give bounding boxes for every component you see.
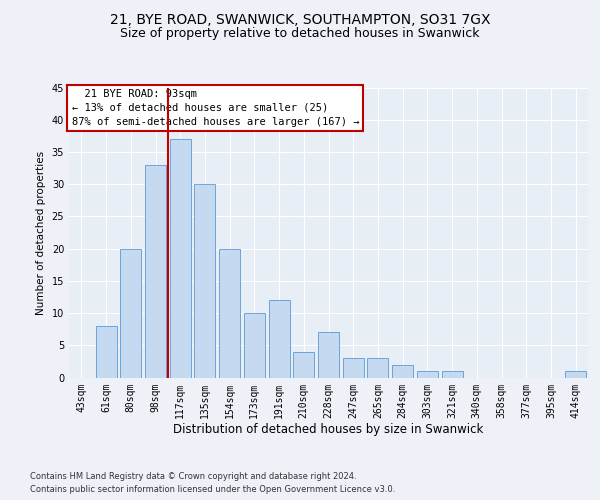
Bar xyxy=(293,352,314,378)
Bar xyxy=(565,371,586,378)
Bar xyxy=(269,300,290,378)
Text: 21 BYE ROAD: 93sqm  
← 13% of detached houses are smaller (25)
87% of semi-detac: 21 BYE ROAD: 93sqm ← 13% of detached hou… xyxy=(71,89,359,127)
Bar xyxy=(219,248,240,378)
X-axis label: Distribution of detached houses by size in Swanwick: Distribution of detached houses by size … xyxy=(173,423,484,436)
Text: Contains public sector information licensed under the Open Government Licence v3: Contains public sector information licen… xyxy=(30,485,395,494)
Text: 21, BYE ROAD, SWANWICK, SOUTHAMPTON, SO31 7GX: 21, BYE ROAD, SWANWICK, SOUTHAMPTON, SO3… xyxy=(110,12,490,26)
Bar xyxy=(170,139,191,378)
Bar xyxy=(194,184,215,378)
Y-axis label: Number of detached properties: Number of detached properties xyxy=(36,150,46,314)
Bar xyxy=(95,326,116,378)
Bar xyxy=(145,165,166,378)
Bar xyxy=(120,248,141,378)
Text: Size of property relative to detached houses in Swanwick: Size of property relative to detached ho… xyxy=(120,28,480,40)
Bar xyxy=(442,371,463,378)
Bar xyxy=(244,313,265,378)
Text: Contains HM Land Registry data © Crown copyright and database right 2024.: Contains HM Land Registry data © Crown c… xyxy=(30,472,356,481)
Bar xyxy=(318,332,339,378)
Bar xyxy=(343,358,364,378)
Bar xyxy=(392,364,413,378)
Bar xyxy=(417,371,438,378)
Bar xyxy=(367,358,388,378)
